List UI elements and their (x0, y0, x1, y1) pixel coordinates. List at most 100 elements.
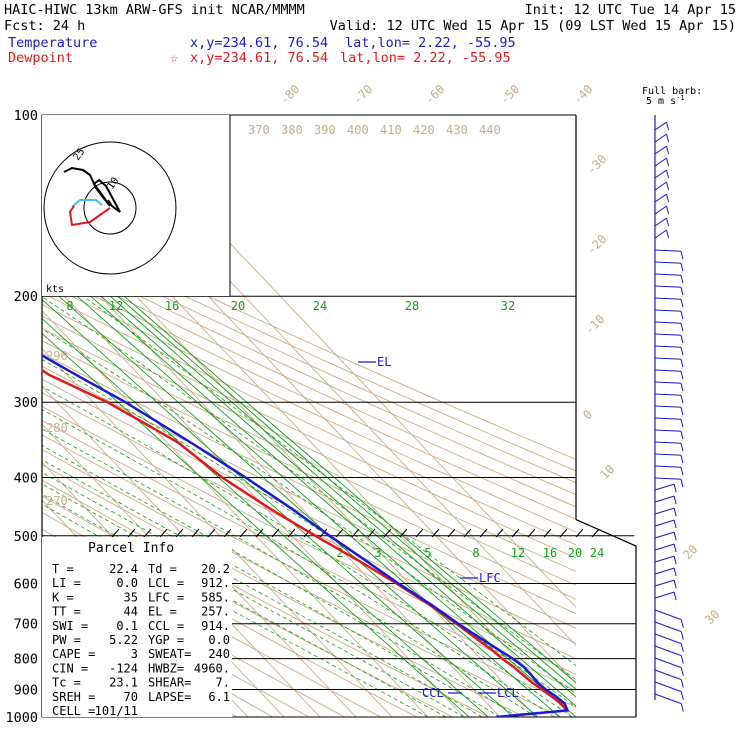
wind-barb-flag (680, 431, 684, 440)
isotherm-line (42, 310, 429, 717)
wind-barb-flag (680, 287, 684, 296)
parcel-row-key: EL = (148, 605, 177, 619)
dry-adiabat-line (42, 237, 576, 484)
parcel-row-value: -124 (109, 661, 138, 675)
pressure-tick-label: 600 (14, 576, 38, 592)
parcel-row-value: 3 (131, 647, 138, 661)
wind-barb (654, 693, 682, 705)
isotherm-label: -50 (497, 82, 522, 107)
parcel-row-value: 101/11 (95, 704, 138, 718)
wind-barb-flag (680, 467, 684, 476)
theta-label: 430 (446, 123, 468, 137)
dry-adiabat-line (42, 280, 576, 533)
pressure-tick-label: 400 (14, 470, 38, 486)
wind-barb (654, 543, 675, 551)
mixing-ratio-label: 3 (374, 546, 381, 560)
wind-barb (654, 229, 667, 239)
wind-barb (654, 429, 682, 432)
parcel-row-key: CELL = (52, 704, 95, 718)
hatch-mark (415, 528, 424, 538)
isotherm-label: 30 (702, 607, 722, 627)
el-label: EL (377, 355, 391, 369)
isotherm-line (42, 385, 357, 717)
pressure-tick-label: 100 (14, 108, 38, 124)
isotherm-label: -20 (584, 232, 609, 257)
wind-barb-flag (680, 323, 684, 332)
parcel-row-value: 5.22 (109, 633, 138, 647)
dewpoint-legend-label: Dewpoint (8, 50, 73, 66)
wind-barb-flag (680, 263, 684, 272)
parcel-row-value: 0.0 (116, 576, 138, 590)
parcel-row-key: CCL = (148, 619, 184, 633)
wind-barb (654, 441, 682, 444)
wind-barb (654, 417, 682, 420)
isotherm-line (42, 347, 393, 717)
parcel-row-key: Td = (148, 562, 177, 576)
wind-barb (654, 205, 667, 215)
wind-barb (654, 519, 675, 527)
hatch-mark (335, 528, 344, 538)
wind-barb (654, 669, 682, 681)
hodograph-low-trace (68, 205, 111, 227)
moist-adiabat-line (42, 493, 447, 717)
isotherm-line (42, 272, 465, 717)
dry-adiabat-line (42, 315, 576, 572)
pressure-tick-label: 500 (14, 529, 38, 545)
barb-key-units: 5 m s-1 (646, 94, 685, 107)
pressure-tick-label: 900 (14, 682, 38, 698)
wind-barb (654, 261, 682, 264)
wind-barb (654, 357, 682, 360)
pressure-tick-label: 200 (14, 289, 38, 305)
isotherm-label: -10 (582, 312, 607, 337)
wind-barb-flag (680, 703, 684, 712)
wind-barb (654, 393, 682, 396)
wind-barb-flag (680, 631, 684, 640)
temperature-trace (42, 354, 570, 717)
parcel-row-value: 257. (201, 605, 230, 619)
parcel-row-key: LI = (52, 576, 81, 590)
wind-barb (654, 345, 682, 348)
theta-label: 400 (347, 123, 369, 137)
hodograph: 25 10 kts (42, 115, 231, 296)
hatch-mark (495, 528, 504, 538)
mixing-ratio-label: 2 (336, 546, 343, 560)
wind-barb-flag (680, 655, 684, 664)
parcel-row-value: 0.1 (116, 619, 138, 633)
theta-label: 420 (413, 123, 435, 137)
hatch-mark (143, 528, 152, 538)
dewpoint-legend-marker: ☆ (170, 50, 178, 66)
parcel-row-value: 7. (216, 676, 230, 690)
moist-adiabat-line (42, 328, 576, 695)
hatch-mark (319, 528, 328, 538)
parcel-row-key: LAPSE= (148, 690, 191, 704)
wind-barb-flag (680, 359, 684, 368)
moist-adiabat-line (42, 503, 429, 717)
wind-barb-flag (666, 145, 670, 155)
mixing-ratio-label: 16 (543, 546, 557, 560)
parcel-row-key: CAPE = (52, 647, 95, 661)
wind-barb (654, 121, 667, 131)
hatch-mark (463, 528, 472, 538)
isotherm-label: -40 (570, 82, 595, 107)
wind-barb-flag (673, 519, 677, 529)
hatch-mark (399, 528, 408, 538)
wind-barb-flag (680, 251, 684, 260)
hatch-mark (447, 528, 456, 538)
wind-barb-flag (680, 275, 684, 284)
moist-adiabat-line (83, 295, 576, 667)
wind-barb-flag (666, 133, 670, 143)
hatch-mark (367, 528, 376, 538)
dewpoint-legend-latlon: lat,lon= 2.22, -55.95 (340, 50, 511, 66)
ccl-label: CCL (422, 686, 444, 700)
parcel-row-value: 585. (201, 590, 230, 604)
mixing-ratio-label: 5 (424, 546, 431, 560)
theta-label: 370 (248, 123, 270, 137)
hodograph-mid-trace (71, 199, 103, 208)
lcl-label: LCL (497, 686, 519, 700)
wind-barb (654, 217, 667, 227)
pressure-tick-label: 300 (14, 395, 38, 411)
hatch-mark (223, 528, 232, 538)
sounding-traces (42, 354, 570, 717)
wind-barb-flag (666, 229, 670, 239)
wind-barb (654, 591, 675, 599)
